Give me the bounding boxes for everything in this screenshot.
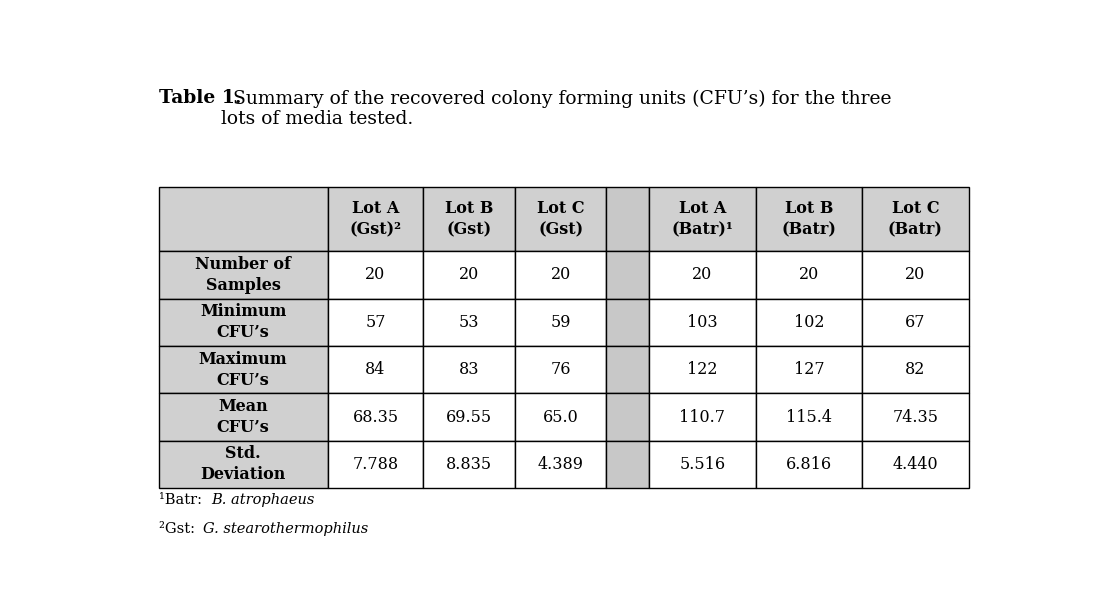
Text: 69.55: 69.55 <box>447 408 492 426</box>
Bar <box>756 298 862 346</box>
Text: G. stearothermophilus: G. stearothermophilus <box>204 522 368 536</box>
Text: Minimum
CFU’s: Minimum CFU’s <box>200 303 286 341</box>
Text: Number of
Samples: Number of Samples <box>195 256 292 294</box>
Bar <box>756 393 862 441</box>
Bar <box>649 393 756 441</box>
Bar <box>158 441 328 488</box>
Bar <box>756 346 862 393</box>
Bar <box>515 346 606 393</box>
Text: 82: 82 <box>905 361 925 378</box>
Bar <box>606 187 649 251</box>
Text: 65.0: 65.0 <box>542 408 579 426</box>
Bar <box>756 441 862 488</box>
Text: 20: 20 <box>799 266 820 284</box>
Bar <box>424 441 515 488</box>
Bar <box>328 251 424 298</box>
Text: 68.35: 68.35 <box>352 408 398 426</box>
Text: 67: 67 <box>905 314 926 331</box>
Bar <box>756 187 862 251</box>
Bar <box>424 298 515 346</box>
Bar <box>424 346 515 393</box>
Text: 76: 76 <box>550 361 571 378</box>
Text: Summary of the recovered colony forming units (CFU’s) for the three
lots of medi: Summary of the recovered colony forming … <box>221 89 891 128</box>
Bar <box>862 251 969 298</box>
Bar <box>515 441 606 488</box>
Text: 6.816: 6.816 <box>785 456 832 473</box>
Bar <box>424 251 515 298</box>
Bar <box>606 251 649 298</box>
Bar <box>328 346 424 393</box>
Bar <box>158 393 328 441</box>
Bar <box>328 187 424 251</box>
Bar <box>328 441 424 488</box>
Text: 5.516: 5.516 <box>679 456 725 473</box>
Text: 7.788: 7.788 <box>352 456 398 473</box>
Bar <box>649 346 756 393</box>
Text: Mean
CFU’s: Mean CFU’s <box>217 398 270 436</box>
Text: 102: 102 <box>793 314 824 331</box>
Text: 115.4: 115.4 <box>785 408 832 426</box>
Bar <box>862 393 969 441</box>
Bar <box>158 187 328 251</box>
Text: 127: 127 <box>793 361 824 378</box>
Text: 20: 20 <box>905 266 925 284</box>
Bar <box>649 298 756 346</box>
Bar <box>606 393 649 441</box>
Text: 4.389: 4.389 <box>538 456 584 473</box>
Text: ¹Batr:: ¹Batr: <box>158 493 211 507</box>
Text: 20: 20 <box>692 266 713 284</box>
Bar <box>756 251 862 298</box>
Bar <box>328 393 424 441</box>
Text: ²Gst:: ²Gst: <box>158 522 205 536</box>
Bar <box>649 441 756 488</box>
Bar <box>515 251 606 298</box>
Text: 59: 59 <box>550 314 571 331</box>
Text: 122: 122 <box>688 361 717 378</box>
Text: Maximum
CFU’s: Maximum CFU’s <box>199 350 287 388</box>
Text: Lot B
(Batr): Lot B (Batr) <box>781 200 836 238</box>
Text: Lot C
(Gst): Lot C (Gst) <box>537 200 584 238</box>
Text: 83: 83 <box>459 361 480 378</box>
Text: Lot C
(Batr): Lot C (Batr) <box>888 200 943 238</box>
Bar <box>606 346 649 393</box>
Bar <box>328 298 424 346</box>
Text: 74.35: 74.35 <box>892 408 938 426</box>
Bar <box>862 346 969 393</box>
Bar <box>515 298 606 346</box>
Text: 20: 20 <box>459 266 480 284</box>
Bar <box>515 187 606 251</box>
Bar <box>515 393 606 441</box>
Bar <box>649 251 756 298</box>
Text: 84: 84 <box>365 361 386 378</box>
Bar <box>862 441 969 488</box>
Bar <box>424 187 515 251</box>
Text: 20: 20 <box>365 266 386 284</box>
Text: 57: 57 <box>365 314 386 331</box>
Text: Lot A
(Gst)²: Lot A (Gst)² <box>350 200 402 238</box>
Text: Std.
Deviation: Std. Deviation <box>200 446 286 484</box>
Text: B. atrophaeus: B. atrophaeus <box>211 493 315 507</box>
Text: Lot A
(Batr)¹: Lot A (Batr)¹ <box>671 200 734 238</box>
Text: Lot B
(Gst): Lot B (Gst) <box>446 200 494 238</box>
Bar <box>862 187 969 251</box>
Bar <box>424 393 515 441</box>
Text: 53: 53 <box>459 314 480 331</box>
Text: 8.835: 8.835 <box>447 456 492 473</box>
Text: 20: 20 <box>550 266 571 284</box>
Text: 110.7: 110.7 <box>680 408 725 426</box>
Bar <box>649 187 756 251</box>
Bar <box>606 298 649 346</box>
Text: Table 1.: Table 1. <box>158 89 241 107</box>
Text: 103: 103 <box>688 314 717 331</box>
Bar <box>606 441 649 488</box>
Bar <box>862 298 969 346</box>
Bar <box>158 251 328 298</box>
Bar <box>158 298 328 346</box>
Text: 4.440: 4.440 <box>892 456 938 473</box>
Bar <box>158 346 328 393</box>
